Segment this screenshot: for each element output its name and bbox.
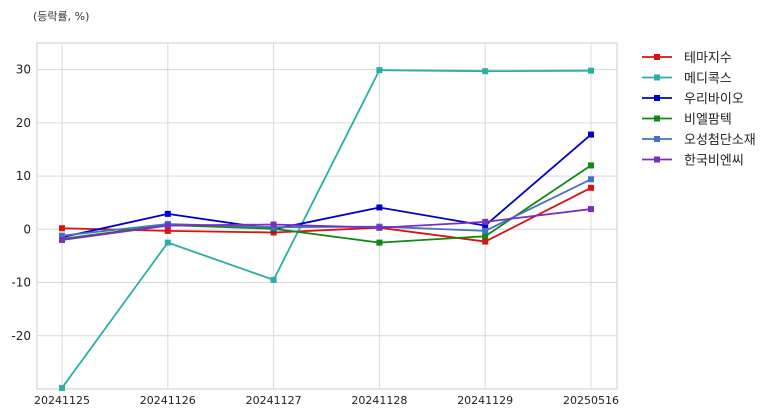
legend-label: 비엘팜텍: [684, 113, 732, 128]
legend-marker: [654, 95, 660, 101]
legend-label: 테마지수: [684, 51, 732, 66]
y-tick-label: 20: [16, 116, 31, 130]
y-tick-label: 30: [16, 63, 31, 77]
y-tick-label: -10: [11, 276, 31, 290]
legend-item: 비엘팜텍: [642, 113, 732, 128]
y-tick-label: 0: [23, 222, 31, 236]
legend-item: 오성첨단소재: [642, 133, 756, 148]
data-point: [376, 239, 383, 246]
data-point: [376, 204, 383, 211]
data-point: [164, 239, 171, 246]
legend-marker: [654, 115, 660, 122]
data-point: [588, 206, 594, 213]
data-point: [588, 67, 594, 74]
series-6: [59, 206, 594, 243]
legend-marker: [654, 74, 660, 81]
x-tick-label: 20250516: [563, 394, 619, 407]
legend-item: 우리바이오: [642, 92, 744, 107]
data-point: [588, 162, 594, 169]
legend-label: 우리바이오: [684, 92, 744, 107]
data-point: [376, 224, 383, 231]
data-point: [59, 232, 65, 239]
data-point: [59, 225, 65, 232]
legend-label: 메디콕스: [684, 72, 732, 87]
x-tick-label: 20241126: [140, 394, 196, 407]
legend-marker: [654, 156, 660, 163]
data-point: [482, 222, 489, 229]
data-point: [588, 131, 594, 138]
data-point: [376, 67, 383, 74]
data-point: [270, 276, 277, 283]
y-tick-label: 10: [16, 169, 31, 183]
data-point: [164, 227, 171, 234]
data-point: [164, 222, 171, 229]
data-point: [164, 210, 171, 217]
series-group: [59, 67, 594, 391]
legend-item: 테마지수: [642, 51, 732, 66]
data-point: [588, 176, 594, 183]
legend-item: 한국비엔씨: [642, 154, 744, 169]
x-tick-label: 20241125: [34, 394, 90, 407]
data-point: [482, 233, 489, 240]
series-3: [59, 131, 594, 241]
data-point: [270, 221, 277, 228]
legend-label: 오성첨단소재: [684, 133, 756, 148]
legend-marker: [654, 136, 660, 142]
data-point: [588, 184, 594, 191]
x-tick-label: 20241127: [246, 394, 302, 407]
unit-label: (등락률, %): [33, 10, 89, 23]
legend-label: 한국비엔씨: [684, 154, 744, 169]
legend-item: 메디콕스: [642, 72, 732, 87]
legend-marker: [654, 54, 660, 60]
series-2: [59, 67, 594, 391]
x-tick-label: 20241128: [351, 394, 407, 407]
y-tick-label: -20: [11, 329, 31, 343]
x-tick-label: 20241129: [457, 394, 513, 407]
series-line: [61, 186, 592, 243]
series-line: [61, 208, 592, 241]
data-point: [482, 218, 489, 225]
series-line: [61, 69, 592, 389]
data-point: [59, 384, 65, 391]
series-line: [61, 133, 592, 239]
data-point: [482, 68, 489, 75]
data-point: [59, 236, 65, 243]
x-axis: 20241125 20241126 20241127 20241128 20241129…: [34, 394, 619, 407]
data-point: [270, 229, 277, 236]
data-point: [482, 238, 489, 245]
y-axis: -20 -10 0 10 20 30: [11, 63, 31, 343]
plot-frame: [36, 42, 618, 390]
data-point: [482, 227, 489, 234]
